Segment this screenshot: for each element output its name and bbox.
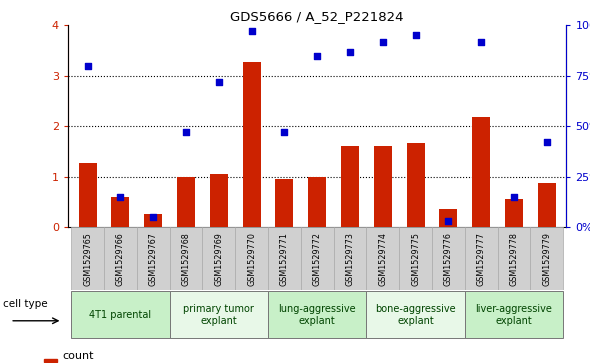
- Bar: [276, 179, 293, 227]
- Text: GSM1529776: GSM1529776: [444, 232, 453, 286]
- Bar: [104, 227, 137, 290]
- Text: GSM1529768: GSM1529768: [182, 232, 191, 286]
- Point: [83, 63, 92, 69]
- Bar: [177, 176, 195, 227]
- Bar: [301, 227, 333, 290]
- Bar: [399, 227, 432, 290]
- Bar: [465, 291, 563, 338]
- Point: [345, 49, 355, 54]
- Bar: [44, 359, 57, 362]
- Point: [149, 214, 158, 220]
- Text: GSM1529766: GSM1529766: [116, 232, 125, 286]
- Point: [509, 194, 519, 200]
- Bar: [78, 163, 97, 227]
- Text: primary tumor
explant: primary tumor explant: [183, 304, 254, 326]
- Bar: [333, 227, 366, 290]
- Text: cell type: cell type: [4, 299, 48, 309]
- Bar: [341, 146, 359, 227]
- Text: GSM1529773: GSM1529773: [345, 232, 355, 286]
- Point: [411, 33, 420, 38]
- Bar: [268, 227, 301, 290]
- Point: [280, 129, 289, 135]
- Bar: [407, 143, 425, 227]
- Point: [247, 29, 256, 34]
- Bar: [112, 197, 129, 227]
- Bar: [472, 117, 490, 227]
- Text: GSM1529772: GSM1529772: [313, 232, 322, 286]
- Text: GSM1529774: GSM1529774: [378, 232, 387, 286]
- Text: GSM1529779: GSM1529779: [542, 232, 551, 286]
- Bar: [169, 227, 202, 290]
- Text: GSM1529777: GSM1529777: [477, 232, 486, 286]
- Bar: [169, 291, 268, 338]
- Bar: [242, 62, 261, 227]
- Text: GSM1529771: GSM1529771: [280, 232, 289, 286]
- Point: [312, 53, 322, 58]
- Title: GDS5666 / A_52_P221824: GDS5666 / A_52_P221824: [230, 10, 404, 23]
- Bar: [497, 227, 530, 290]
- Text: 4T1 parental: 4T1 parental: [89, 310, 152, 320]
- Point: [542, 139, 552, 145]
- Bar: [440, 209, 457, 227]
- Bar: [505, 199, 523, 227]
- Text: GSM1529767: GSM1529767: [149, 232, 158, 286]
- Text: count: count: [62, 351, 94, 361]
- Text: GSM1529765: GSM1529765: [83, 232, 92, 286]
- Bar: [373, 146, 392, 227]
- Bar: [432, 227, 465, 290]
- Bar: [144, 214, 162, 227]
- Text: GSM1529775: GSM1529775: [411, 232, 420, 286]
- Point: [116, 194, 125, 200]
- Bar: [209, 174, 228, 227]
- Text: liver-aggressive
explant: liver-aggressive explant: [476, 304, 552, 326]
- Bar: [530, 227, 563, 290]
- Bar: [308, 176, 326, 227]
- Text: bone-aggressive
explant: bone-aggressive explant: [375, 304, 456, 326]
- Bar: [71, 227, 104, 290]
- Point: [476, 38, 486, 44]
- Bar: [366, 227, 399, 290]
- Text: GSM1529778: GSM1529778: [509, 232, 519, 286]
- Bar: [137, 227, 169, 290]
- Text: GSM1529770: GSM1529770: [247, 232, 256, 286]
- Text: lung-aggressive
explant: lung-aggressive explant: [278, 304, 356, 326]
- Bar: [202, 227, 235, 290]
- Bar: [537, 183, 556, 227]
- Bar: [268, 291, 366, 338]
- Bar: [71, 291, 169, 338]
- Point: [181, 129, 191, 135]
- Bar: [366, 291, 465, 338]
- Point: [378, 38, 388, 44]
- Text: GSM1529769: GSM1529769: [214, 232, 223, 286]
- Bar: [235, 227, 268, 290]
- Point: [214, 79, 224, 85]
- Point: [444, 218, 453, 224]
- Bar: [465, 227, 497, 290]
